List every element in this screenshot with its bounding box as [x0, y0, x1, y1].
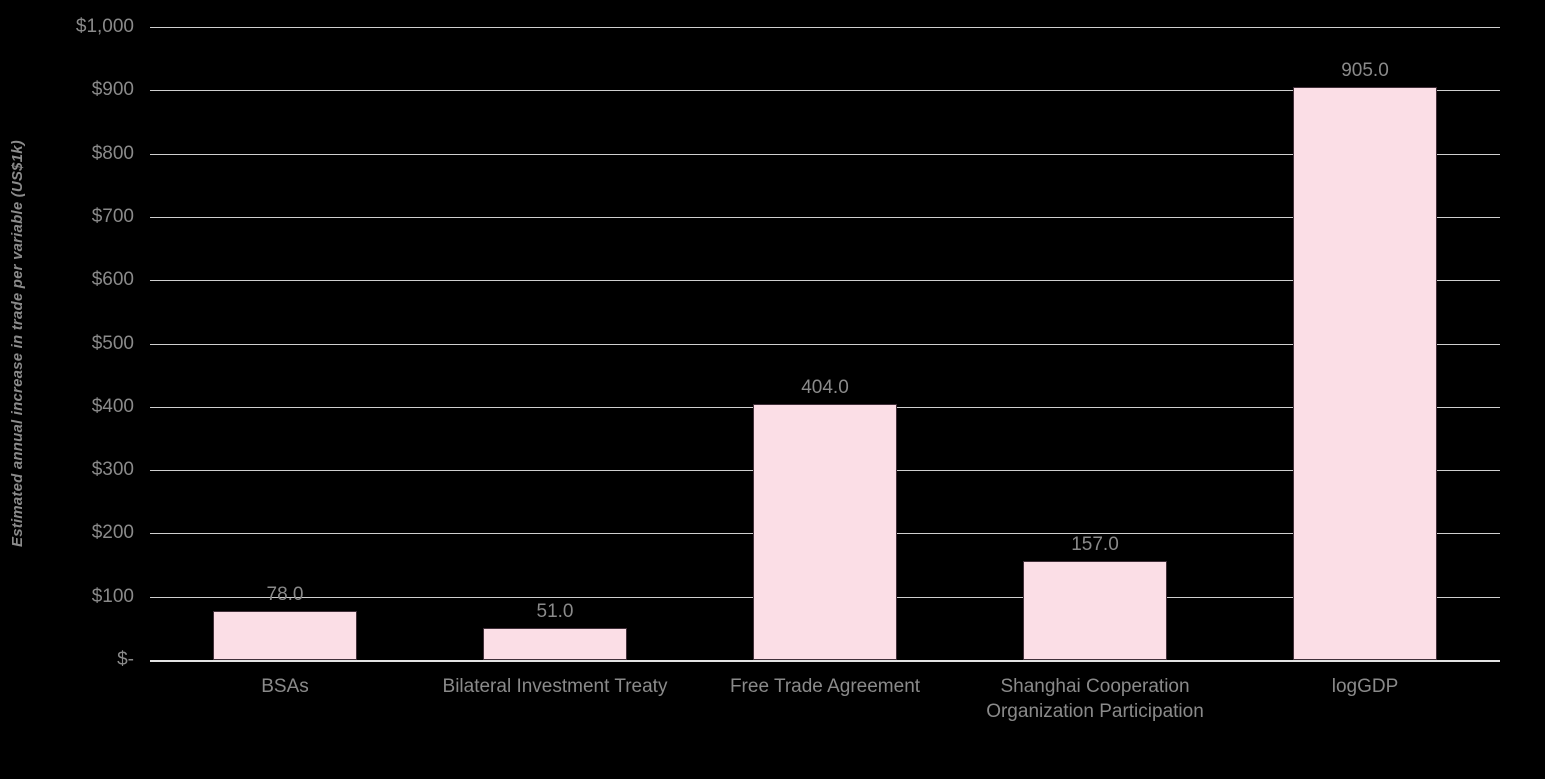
bar-value-label: 78.0 — [266, 583, 304, 605]
bar — [483, 627, 627, 660]
bars: 78.0 51.0 404.0 157.0 905.0 — [150, 27, 1500, 660]
y-tick-label: $600 — [91, 269, 134, 291]
bar-value-label: 51.0 — [536, 600, 574, 622]
y-tick-label: $200 — [91, 522, 134, 544]
plot-area: 78.0 51.0 404.0 157.0 905.0 — [150, 27, 1500, 662]
x-category-label: Shanghai Cooperation Organization Partic… — [986, 676, 1204, 722]
y-tick-label: $400 — [91, 395, 134, 417]
bar-slot: 905.0 — [1230, 27, 1500, 660]
bar-slot: 157.0 — [960, 27, 1230, 660]
bar — [753, 404, 897, 660]
y-tick-label: $900 — [91, 79, 134, 101]
bar-slot: 404.0 — [690, 27, 960, 660]
gridline — [150, 343, 1500, 345]
x-category-label: logGDP — [1331, 676, 1399, 697]
x-category-label: Bilateral Investment Treaty — [442, 676, 668, 697]
y-tick-label: $800 — [91, 142, 134, 164]
gridline — [150, 90, 1500, 92]
x-label-slot: Bilateral Investment Treaty — [420, 674, 690, 724]
x-category-label: BSAs — [261, 676, 309, 697]
bar — [213, 610, 357, 660]
x-label-slot: logGDP — [1230, 674, 1500, 724]
bar-value-label: 157.0 — [1071, 533, 1119, 555]
y-tick-label: $500 — [91, 332, 134, 354]
bar-value-label: 404.0 — [801, 377, 849, 399]
y-tick-label: $- — [117, 649, 134, 670]
y-tick-label: $300 — [91, 459, 134, 481]
gridline — [150, 216, 1500, 218]
y-tick-label: $1,000 — [75, 16, 134, 37]
x-axis-category-labels: BSAs Bilateral Investment Treaty Free Trad… — [150, 674, 1500, 724]
gridline — [150, 27, 1500, 28]
bar — [1023, 560, 1167, 660]
y-axis-tick-labels: $- $100 $200 $300 $400 $500 $600 $700 $800 $900 $1… — [0, 16, 140, 670]
bar — [1293, 87, 1437, 660]
y-tick-label: $700 — [91, 205, 134, 227]
gridline — [150, 280, 1500, 282]
bar-value-label: 905.0 — [1341, 60, 1389, 82]
y-tick-label: $100 — [91, 585, 134, 607]
x-label-slot: BSAs — [150, 674, 420, 724]
bar-slot: 78.0 — [150, 27, 420, 660]
bar-slot: 51.0 — [420, 27, 690, 660]
gridline — [150, 153, 1500, 155]
x-label-slot: Free Trade Agreement — [690, 674, 960, 724]
x-label-slot: Shanghai Cooperation Organization Partic… — [960, 674, 1230, 724]
x-category-label: Free Trade Agreement — [729, 676, 921, 697]
